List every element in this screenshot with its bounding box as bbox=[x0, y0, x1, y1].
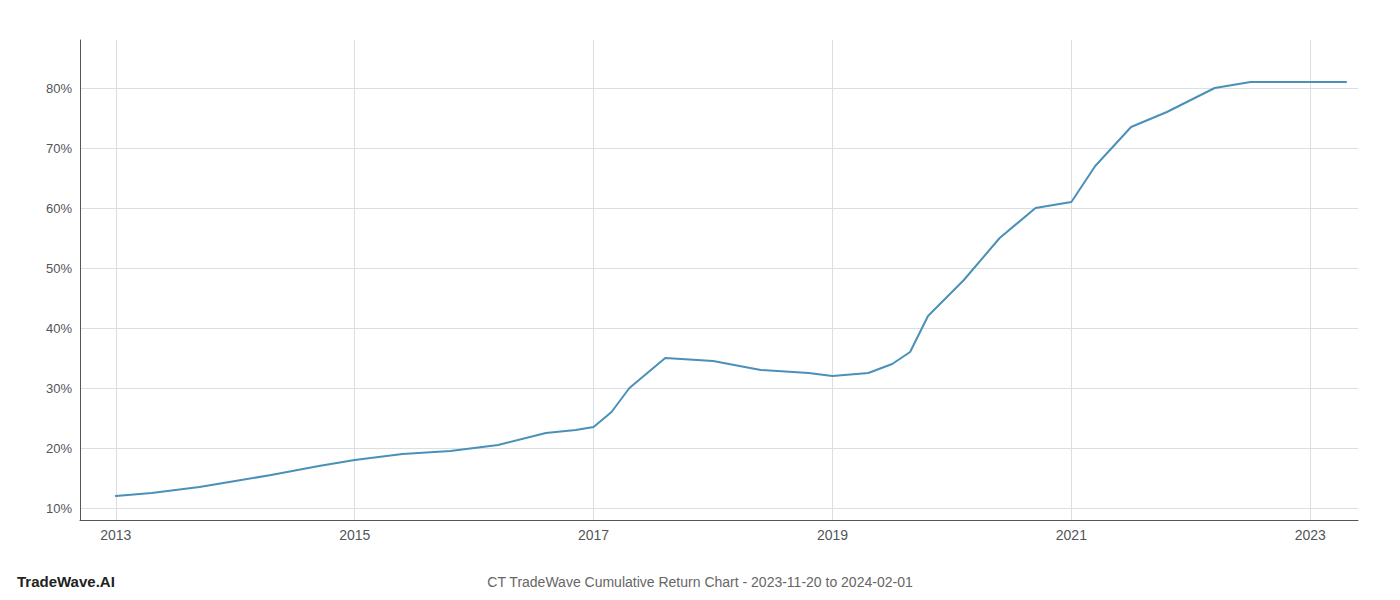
svg-text:40%: 40% bbox=[46, 321, 72, 336]
svg-text:2017: 2017 bbox=[578, 527, 609, 543]
svg-text:2023: 2023 bbox=[1295, 527, 1326, 543]
svg-text:20%: 20% bbox=[46, 441, 72, 456]
svg-text:70%: 70% bbox=[46, 141, 72, 156]
svg-text:2013: 2013 bbox=[100, 527, 131, 543]
svg-text:TradeWave.AI: TradeWave.AI bbox=[17, 573, 115, 590]
svg-text:30%: 30% bbox=[46, 381, 72, 396]
svg-text:2019: 2019 bbox=[817, 527, 848, 543]
svg-text:10%: 10% bbox=[46, 501, 72, 516]
svg-text:2015: 2015 bbox=[339, 527, 370, 543]
svg-text:80%: 80% bbox=[46, 81, 72, 96]
svg-text:60%: 60% bbox=[46, 201, 72, 216]
svg-text:CT TradeWave Cumulative Return: CT TradeWave Cumulative Return Chart - 2… bbox=[487, 574, 913, 590]
svg-text:2021: 2021 bbox=[1056, 527, 1087, 543]
svg-text:50%: 50% bbox=[46, 261, 72, 276]
